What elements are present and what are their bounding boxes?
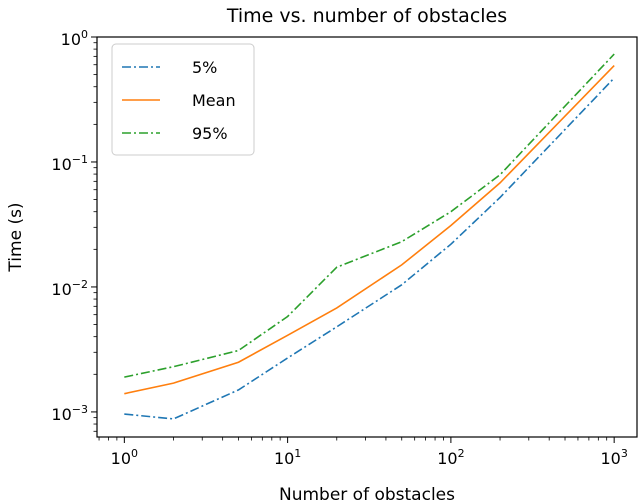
series-line-1 bbox=[124, 65, 615, 395]
x-tick-label: 102 bbox=[437, 447, 464, 468]
chart-title: Time vs. number of obstacles bbox=[226, 5, 507, 27]
legend: 5% Mean 95% bbox=[111, 43, 255, 156]
legend-label-2: 95% bbox=[192, 124, 228, 143]
x-tick-label: 100 bbox=[111, 447, 138, 468]
plot-frame bbox=[96, 36, 638, 438]
x-tick-label: 101 bbox=[274, 447, 301, 468]
y-tick-label: 10−2 bbox=[51, 278, 88, 299]
legend-label-1: Mean bbox=[192, 91, 236, 110]
y-tick-label: 10−3 bbox=[51, 403, 88, 424]
series-line-2 bbox=[124, 53, 615, 378]
y-tick-label: 10−1 bbox=[51, 153, 88, 174]
x-tick-label: 103 bbox=[600, 447, 627, 468]
y-tick-label: 100 bbox=[61, 28, 88, 49]
legend-box bbox=[111, 43, 255, 156]
legend-label-0: 5% bbox=[192, 58, 217, 77]
series-line-0 bbox=[124, 77, 615, 420]
x-axis-label: Number of obstacles bbox=[279, 485, 455, 504]
y-axis-label: Time (s) bbox=[6, 202, 26, 272]
